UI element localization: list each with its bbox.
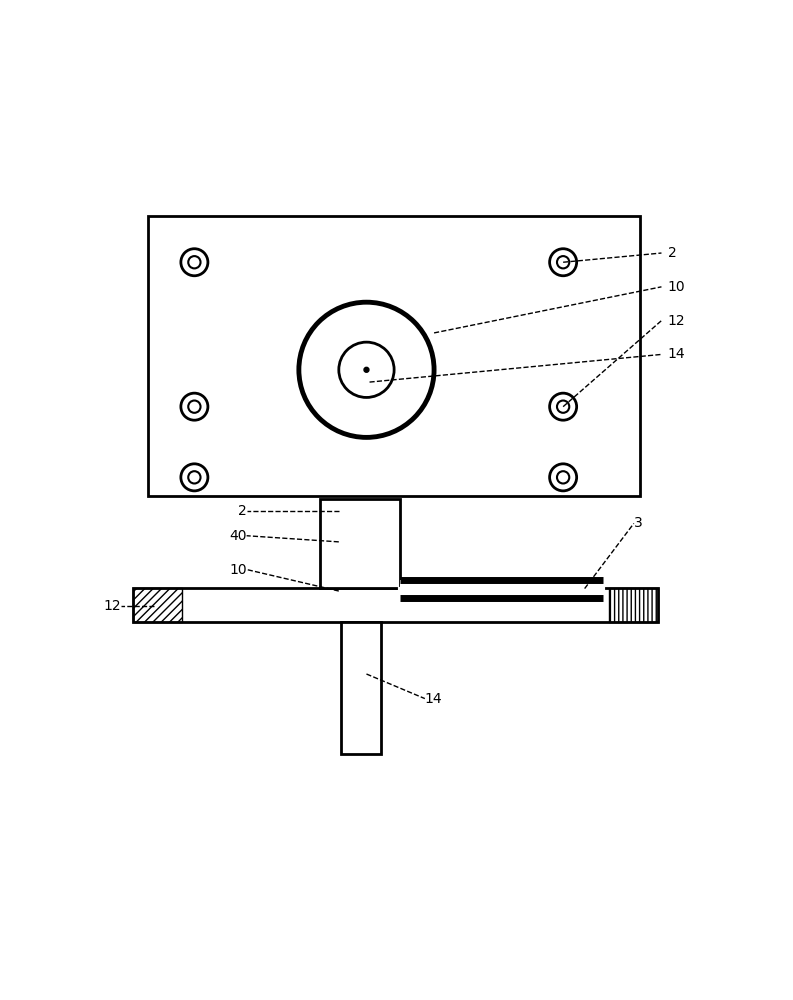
Text: 2: 2 <box>238 504 247 518</box>
Circle shape <box>188 401 201 413</box>
Bar <box>148 216 640 496</box>
Circle shape <box>557 471 569 483</box>
Circle shape <box>181 393 208 420</box>
Circle shape <box>339 342 394 397</box>
Circle shape <box>557 401 569 413</box>
Text: 10: 10 <box>668 280 685 294</box>
Circle shape <box>364 367 369 372</box>
Text: 40: 40 <box>229 529 247 543</box>
Text: 14: 14 <box>668 347 685 361</box>
Text: 2: 2 <box>668 246 676 260</box>
Circle shape <box>188 256 201 268</box>
Circle shape <box>181 249 208 276</box>
Bar <box>609 588 658 622</box>
Text: 12: 12 <box>668 314 685 328</box>
Circle shape <box>299 302 434 437</box>
Bar <box>133 588 658 622</box>
Text: 14: 14 <box>425 692 442 706</box>
Bar <box>133 588 182 622</box>
Bar <box>400 580 603 598</box>
Circle shape <box>550 464 577 491</box>
Bar <box>320 499 400 588</box>
Bar <box>341 622 381 754</box>
Circle shape <box>188 471 201 483</box>
Circle shape <box>557 256 569 268</box>
Text: 3: 3 <box>634 516 642 530</box>
Circle shape <box>181 464 208 491</box>
Text: 10: 10 <box>229 563 247 577</box>
Text: 12: 12 <box>103 599 121 613</box>
Circle shape <box>550 249 577 276</box>
Circle shape <box>550 393 577 420</box>
